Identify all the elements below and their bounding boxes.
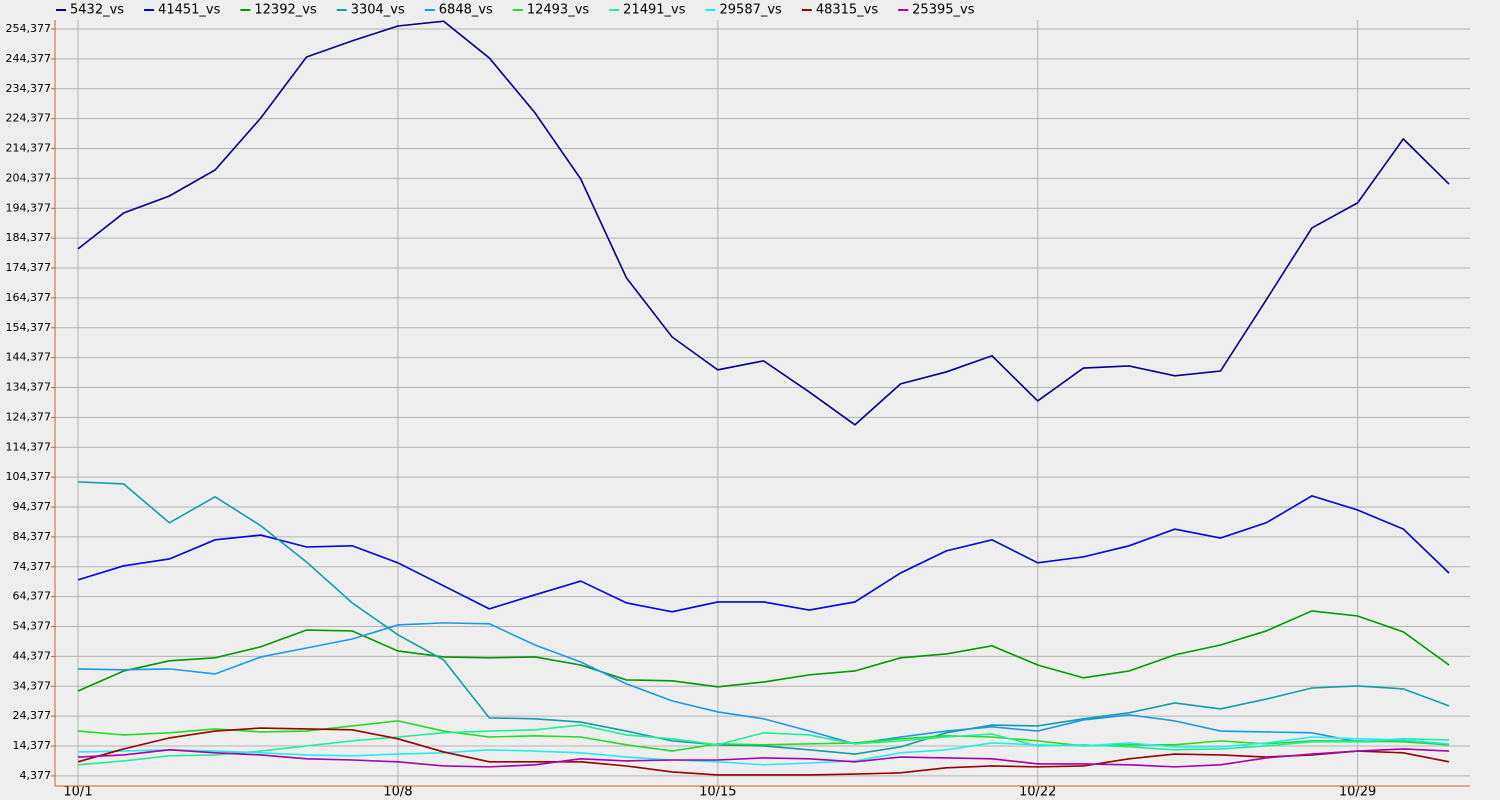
series-line <box>77 495 1450 613</box>
y-tick-label: 4,377 <box>20 769 52 782</box>
y-tick-label: 184,377 <box>6 231 52 244</box>
x-tick-label: 10/8 <box>383 785 412 800</box>
series-line <box>77 622 1450 746</box>
series-line <box>77 736 1450 766</box>
y-tick-label: 214,377 <box>6 142 52 155</box>
y-tick-label: 44,377 <box>13 649 52 662</box>
y-tick-label: 84,377 <box>13 530 52 543</box>
series-line <box>77 720 1450 752</box>
x-tick-label: 10/22 <box>1019 785 1056 800</box>
series-line <box>77 481 1450 755</box>
legend-label: 21491_vs <box>623 3 686 18</box>
y-tick-label: 134,377 <box>6 381 52 394</box>
legend-label: 48315_vs <box>816 3 879 18</box>
legend-label: 3304_vs <box>351 3 405 18</box>
y-tick-label: 254,377 <box>6 22 52 35</box>
series-line <box>77 748 1450 768</box>
x-tick-label: 10/1 <box>63 785 92 800</box>
y-tick-label: 54,377 <box>13 620 52 633</box>
y-tick-label: 154,377 <box>6 321 52 334</box>
y-tick-label: 114,377 <box>6 440 52 453</box>
legend: 5432_vs 41451_vs 12392_vs 3304_vs 6848_vs 124… <box>56 3 975 18</box>
y-tick-label: 24,377 <box>13 709 52 722</box>
x-tick-label: 10/29 <box>1339 785 1376 800</box>
legend-label: 25395_vs <box>912 3 975 18</box>
y-tick-label: 174,377 <box>6 261 52 274</box>
legend-label: 12493_vs <box>527 3 590 18</box>
y-tick-label: 64,377 <box>13 590 52 603</box>
y-tick-label: 144,377 <box>6 351 52 364</box>
x-tick-label: 10/15 <box>699 785 736 800</box>
y-tick-label: 104,377 <box>6 470 52 483</box>
y-tick-label: 14,377 <box>13 739 52 752</box>
legend-label: 6848_vs <box>439 3 493 18</box>
y-tick-label: 124,377 <box>6 410 52 423</box>
legend-label: 5432_vs <box>70 3 124 18</box>
y-tick-label: 164,377 <box>6 291 52 304</box>
y-tick-label: 34,377 <box>13 679 52 692</box>
legend-label: 41451_vs <box>158 3 221 18</box>
y-tick-label: 224,377 <box>6 112 52 125</box>
y-tick-label: 234,377 <box>6 82 52 95</box>
grid: 4,377 14,377 24,377 34,377 44,377 54,377 64,37… <box>6 20 1470 800</box>
plot-lines <box>77 20 1450 776</box>
legend-label: 29587_vs <box>720 3 783 18</box>
series-line <box>77 20 1450 426</box>
y-tick-label: 94,377 <box>13 500 52 513</box>
y-tick-label: 194,377 <box>6 201 52 214</box>
series-line <box>77 724 1450 766</box>
legend-label: 12392_vs <box>254 3 317 18</box>
series-line <box>77 610 1450 692</box>
y-tick-label: 244,377 <box>6 52 52 65</box>
y-tick-label: 74,377 <box>13 560 52 573</box>
y-tick-label: 204,377 <box>6 171 52 184</box>
series-line <box>77 727 1450 776</box>
